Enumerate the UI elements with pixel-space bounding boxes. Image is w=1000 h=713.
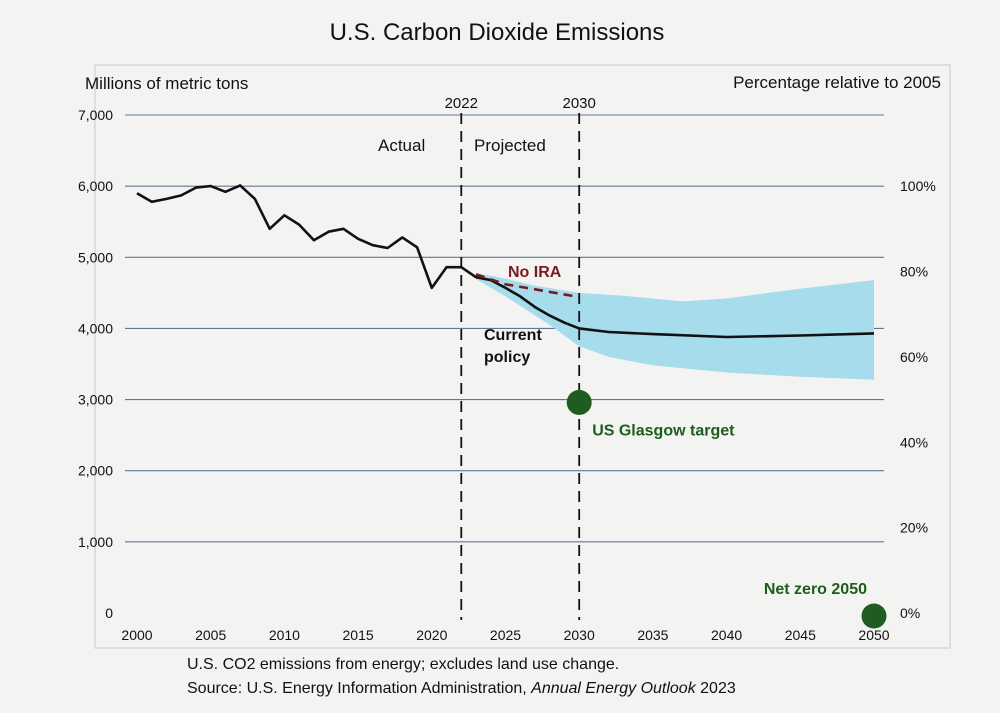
source-title: Annual Energy Outlook (531, 680, 696, 697)
x-tick-label: 2030 (564, 627, 595, 643)
x-tick-label: 2050 (858, 627, 889, 643)
chart-title: U.S. Carbon Dioxide Emissions (330, 19, 665, 46)
x-tick-label: 2040 (711, 627, 742, 643)
y-tick-label: 0 (105, 605, 113, 621)
target-label-glasgow: US Glasgow target (592, 422, 735, 439)
y-tick-label: 1,000 (78, 534, 113, 550)
y-tick-label: 2,000 (78, 463, 113, 479)
y-axis-label-left: Millions of metric tons (85, 74, 248, 93)
series-label-no-ira: No IRA (508, 264, 562, 281)
series-label-current-policy-line1: Current (484, 327, 542, 344)
region-label-projected: Projected (474, 136, 546, 155)
y-tick-label: 3,000 (78, 392, 113, 408)
y-right-tick-label: 60% (900, 349, 928, 365)
target-dot-net-zero (861, 603, 887, 629)
marker-label-2022: 2022 (445, 95, 478, 112)
y-right-tick-label: 0% (900, 605, 920, 621)
y-tick-label: 7,000 (78, 107, 113, 123)
x-tick-label: 2025 (490, 627, 521, 643)
x-tick-label: 2015 (343, 627, 374, 643)
x-tick-label: 2005 (195, 627, 226, 643)
y-tick-label: 4,000 (78, 320, 113, 336)
series-label-current-policy-line2: policy (484, 349, 530, 366)
target-label-net-zero: Net zero 2050 (764, 581, 867, 598)
y-axis-label-right: Percentage relative to 2005 (733, 73, 941, 92)
series-line-current-policy (136, 184, 875, 339)
y-right-tick-label: 100% (900, 178, 936, 194)
projection-range-band (476, 272, 874, 380)
y-tick-label: 5,000 (78, 249, 113, 265)
y-tick-label: 6,000 (78, 178, 113, 194)
source-prefix: Source: U.S. Energy Information Administ… (187, 680, 532, 697)
footnote-note: U.S. CO2 emissions from energy; excludes… (187, 656, 620, 673)
source-suffix: 2023 (695, 680, 736, 697)
x-tick-label: 2045 (785, 627, 816, 643)
x-tick-label: 2000 (121, 627, 152, 643)
series-label-current-policy: Current policy (484, 327, 546, 366)
marker-label-2030: 2030 (563, 95, 596, 112)
target-dot-glasgow (566, 389, 592, 415)
y-right-tick-label: 40% (900, 434, 928, 450)
footnote-source: Source: U.S. Energy Information Administ… (187, 680, 736, 698)
series-line-no-ira (475, 273, 580, 299)
region-label-actual: Actual (378, 136, 425, 155)
y-right-tick-label: 80% (900, 264, 928, 280)
y-right-tick-label: 20% (900, 520, 928, 536)
x-tick-label: 2035 (637, 627, 668, 643)
x-tick-label: 2010 (269, 627, 300, 643)
plot-frame (94, 64, 951, 649)
x-tick-label: 2020 (416, 627, 447, 643)
